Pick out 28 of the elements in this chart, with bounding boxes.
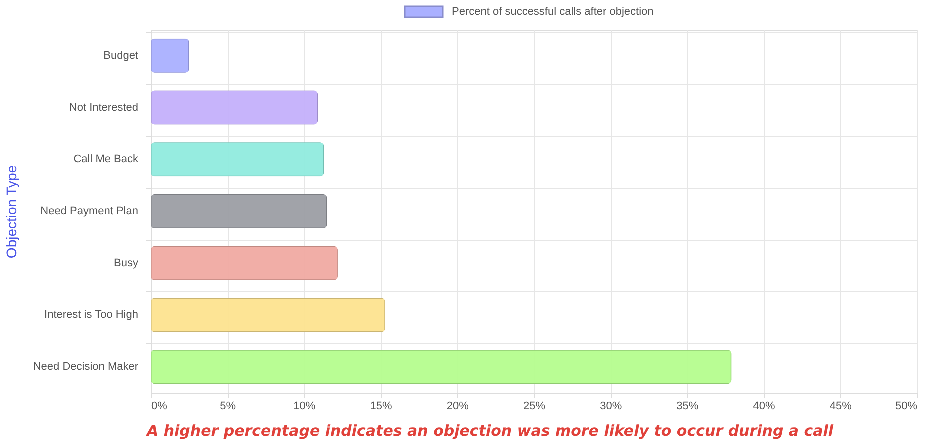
x-tick-label: 10% — [294, 400, 316, 412]
x-tick-label: 45% — [830, 400, 852, 412]
x-tick-label: 0% — [152, 400, 168, 412]
x-tick-label: 35% — [676, 400, 699, 412]
x-tick-label: 25% — [523, 400, 546, 412]
y-tick-label: Need Payment Plan — [40, 206, 138, 218]
x-tick-label: 15% — [370, 400, 393, 412]
x-tick-label: 30% — [600, 400, 622, 412]
bar — [151, 246, 338, 280]
bar — [151, 90, 318, 125]
y-tick-label: Busy — [114, 257, 139, 270]
bar — [151, 194, 328, 228]
y-tick-label: Call Me Back — [74, 154, 139, 166]
bar — [151, 142, 324, 177]
text: A higher percentage indicates an objection was more likely to occur during a call — [146, 422, 834, 440]
y-tick-label: Not Interested — [69, 102, 138, 114]
legend-label: Percent of successful calls after objection — [452, 6, 654, 18]
y-tick-label: Need Decision Maker — [33, 361, 139, 374]
x-tick-label: 50% — [895, 400, 918, 412]
y-tick-label: Budget — [104, 50, 138, 62]
bar — [151, 298, 386, 332]
bar — [151, 350, 732, 384]
y-axis-title: Objection Type — [3, 165, 20, 259]
x-tick-label: 20% — [446, 400, 470, 412]
x-tick-label: 5% — [220, 400, 236, 412]
x-tick-label: 40% — [753, 400, 776, 412]
bar — [151, 38, 190, 73]
y-tick-label: Interest is Too High — [44, 309, 138, 322]
